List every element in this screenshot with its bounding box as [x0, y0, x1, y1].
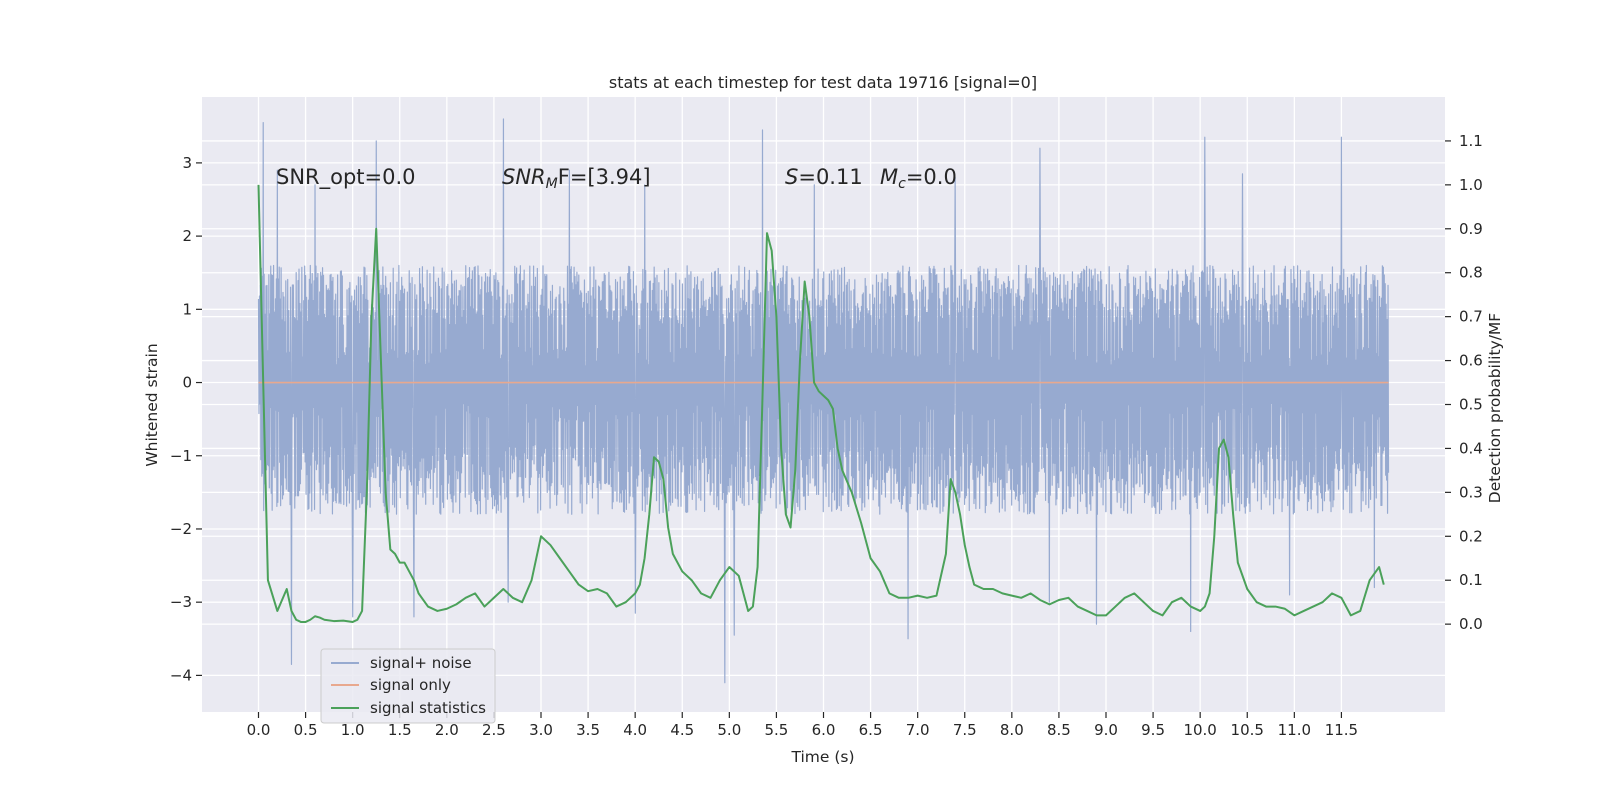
- x-axis-ticks: 0.0 0.5 1.0 1.5 2.0 2.5 3.0 3.5 4.0 4.5 5.0 5.5 6.0 6…: [247, 712, 1358, 739]
- x-tick-label: 5.5: [764, 721, 788, 739]
- x-tick-label: 6.5: [859, 721, 883, 739]
- y2-tick-label: 0.6: [1459, 352, 1483, 370]
- x-axis-label: Time (s): [790, 748, 854, 766]
- y-tick-label: −1: [170, 447, 192, 465]
- y2-tick-label: 1.0: [1459, 176, 1483, 194]
- y-tick-label: −4: [170, 666, 192, 684]
- annotation-s-rest: =0.11: [798, 165, 862, 189]
- x-tick-label: 9.0: [1094, 721, 1118, 739]
- x-tick-label: 6.0: [812, 721, 836, 739]
- annotation-s-main: S: [785, 165, 798, 189]
- x-tick-label: 11.5: [1325, 721, 1358, 739]
- x-tick-label: 1.0: [341, 721, 365, 739]
- x-tick-label: 10.0: [1183, 721, 1216, 739]
- annotation-snr-mf-sub: M: [546, 176, 558, 192]
- x-tick-label: 8.0: [1000, 721, 1024, 739]
- y-tick-label: −2: [170, 520, 192, 538]
- x-tick-label: 10.5: [1231, 721, 1264, 739]
- legend: signal+ noise signal only signal statist…: [320, 648, 496, 724]
- annotation-snr-mf: SNRMF=[3.94]: [502, 165, 651, 192]
- legend-label-signal-only: signal only: [370, 676, 451, 694]
- chart-title: stats at each timestep for test data 197…: [609, 73, 1037, 92]
- annotation-s: S=0.11: [785, 165, 863, 189]
- x-tick-label: 1.5: [388, 721, 412, 739]
- y2-tick-label: 0.0: [1459, 615, 1483, 633]
- series-signal-noise: [257, 118, 1390, 684]
- y2-axis-ticks: 0.0 0.1 0.2 0.3 0.4 0.5 0.6 0.7 0.8 0.9 1.0 1.1: [1445, 132, 1483, 633]
- annotation-mc-main: M: [880, 165, 898, 189]
- y2-tick-label: 0.1: [1459, 571, 1483, 589]
- y-tick-label: 0: [182, 374, 192, 392]
- x-tick-label: 3.5: [576, 721, 600, 739]
- x-tick-label: 5.0: [717, 721, 741, 739]
- annotation-snr-opt: SNR_opt=0.0: [276, 165, 416, 190]
- x-tick-label: 8.5: [1047, 721, 1071, 739]
- legend-label-signal-statistics: signal statistics: [370, 699, 486, 717]
- x-tick-label: 11.0: [1278, 721, 1311, 739]
- y-axis-label: Whitened strain: [143, 343, 161, 466]
- y2-axis-label: Detection probability/MF: [1486, 313, 1504, 504]
- x-tick-label: 4.0: [623, 721, 647, 739]
- y2-tick-label: 0.7: [1459, 308, 1483, 326]
- annotation-mc-rest: =0.0: [906, 165, 957, 189]
- y2-tick-label: 0.3: [1459, 483, 1483, 501]
- annotation-mc-sub: c: [898, 176, 906, 192]
- y2-tick-label: 0.2: [1459, 527, 1483, 545]
- y-axis-ticks: −4 −3 −2 −1 0 1 2 3: [170, 154, 202, 684]
- annotation-snr-mf-main: SNR: [502, 165, 546, 189]
- y-tick-label: 2: [182, 227, 192, 245]
- series-line-signal-statistics: [257, 184, 1385, 623]
- x-tick-label: 7.0: [906, 721, 930, 739]
- y2-tick-label: 0.9: [1459, 220, 1483, 238]
- y2-tick-label: 0.5: [1459, 396, 1483, 414]
- series-signal-statistics: [257, 184, 1385, 623]
- x-tick-label: 2.5: [482, 721, 506, 739]
- x-tick-label: 0.5: [294, 721, 318, 739]
- y2-tick-label: 0.8: [1459, 264, 1483, 282]
- y2-tick-label: 0.4: [1459, 439, 1483, 457]
- y-tick-label: −3: [170, 593, 192, 611]
- y2-tick-label: 1.1: [1459, 132, 1483, 150]
- y-tick-label: 3: [182, 154, 192, 172]
- annotation-snr-mf-rest: F=[3.94]: [558, 165, 651, 189]
- x-tick-label: 4.5: [670, 721, 694, 739]
- x-tick-label: 0.0: [247, 721, 271, 739]
- x-tick-label: 9.5: [1141, 721, 1165, 739]
- x-tick-label: 3.0: [529, 721, 553, 739]
- legend-label-signal-noise: signal+ noise: [370, 654, 472, 672]
- annotations: SNR_opt=0.0 SNRMF=[3.94] S=0.11 Mc=0.0: [276, 165, 957, 192]
- x-tick-label: 7.5: [953, 721, 977, 739]
- x-tick-label: 2.0: [435, 721, 459, 739]
- y-tick-label: 1: [182, 300, 192, 318]
- annotation-mc: Mc=0.0: [880, 165, 957, 192]
- legend-box: [320, 648, 496, 724]
- series-line-signal-noise: [257, 118, 1390, 684]
